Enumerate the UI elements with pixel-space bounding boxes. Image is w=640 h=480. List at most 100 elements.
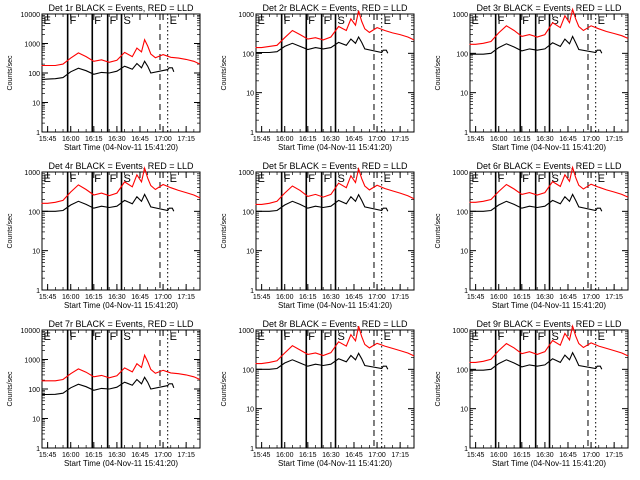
- y-tick-label: 100: [242, 367, 254, 374]
- x-tick-label: 15:45: [467, 452, 485, 459]
- y-axis-label: Counts/sec: [221, 55, 228, 91]
- x-tick-label: 16:00: [62, 136, 80, 143]
- lld-series-line: [41, 166, 201, 204]
- x-tick-label: 16:30: [322, 294, 340, 301]
- y-tick-label: 100: [456, 209, 468, 216]
- y-tick-label: 100: [28, 209, 40, 216]
- x-tick-label: 15:45: [253, 452, 271, 459]
- y-tick-label: 100: [28, 71, 40, 78]
- lld-series-line: [255, 166, 415, 205]
- x-tick-label: 16:15: [513, 294, 531, 301]
- x-tick-label: 17:15: [177, 294, 195, 301]
- x-tick-label: 15:45: [467, 294, 485, 301]
- x-tick-label: 15:45: [39, 136, 57, 143]
- x-tick-label: 16:15: [85, 452, 103, 459]
- y-tick-label: 1: [464, 288, 468, 295]
- event-marker-label: E: [384, 15, 391, 27]
- event-marker-label: S: [124, 15, 131, 27]
- event-marker-label: E: [598, 173, 605, 185]
- x-tick-label: 16:45: [345, 294, 363, 301]
- chart-panel-9: Det 9r BLACK = Events, RED = LLD Counts/s…: [435, 319, 629, 468]
- event-marker-label: F: [308, 331, 315, 343]
- lld-series-line: [41, 38, 201, 67]
- event-marker-label: E: [170, 173, 177, 185]
- event-marker-label: E: [257, 173, 264, 185]
- chart-panel-7: Det 7r BLACK = Events, RED = LLD Counts/s…: [7, 319, 201, 468]
- event-marker-label: F: [308, 15, 315, 27]
- y-tick-label: 10: [460, 249, 468, 256]
- event-marker-label: F: [70, 15, 77, 27]
- chart-panel-8: Det 8r BLACK = Events, RED = LLD Counts/s…: [221, 319, 415, 468]
- x-tick-label: 17:15: [177, 452, 195, 459]
- y-tick-label: 100: [456, 367, 468, 374]
- chart-panel-4: Det 4r BLACK = Events, RED = LLD Counts/s…: [7, 161, 201, 310]
- events-series-line: [469, 35, 603, 55]
- y-tick-label: 1: [250, 446, 254, 453]
- x-tick-label: 16:00: [490, 136, 508, 143]
- x-tick-label: 16:00: [62, 452, 80, 459]
- event-marker-label: S: [552, 331, 559, 343]
- x-tick-label: 16:00: [490, 452, 508, 459]
- x-tick-label: 16:15: [513, 452, 531, 459]
- event-marker-label: E: [598, 331, 605, 343]
- x-tick-label: 17:15: [605, 452, 623, 459]
- chart-title: Det 7r BLACK = Events, RED = LLD: [48, 319, 194, 329]
- chart-panel-3: Det 3r BLACK = Events, RED = LLD Counts/s…: [435, 3, 629, 152]
- event-marker-label: F: [284, 15, 291, 27]
- chart-title: Det 5r BLACK = Events, RED = LLD: [262, 161, 408, 171]
- event-marker-label: F: [498, 173, 505, 185]
- y-tick-label: 10: [32, 101, 40, 108]
- event-marker-label: F: [284, 331, 291, 343]
- y-axis-label: Counts/sec: [435, 371, 442, 407]
- x-tick-label: 16:15: [85, 294, 103, 301]
- lld-series-line: [469, 324, 629, 363]
- event-marker-label: S: [338, 331, 345, 343]
- x-axis-label: Start Time (04-Nov-11 15:41:20): [64, 143, 178, 152]
- event-marker-label: E: [471, 173, 478, 185]
- x-tick-label: 17:00: [368, 452, 386, 459]
- event-marker-label: F: [324, 15, 331, 27]
- x-tick-label: 17:15: [605, 136, 623, 143]
- event-marker-label: F: [538, 331, 545, 343]
- y-tick-label: 1000: [24, 42, 40, 49]
- y-axis-label: Counts/sec: [435, 213, 442, 249]
- y-tick-label: 1000: [24, 358, 40, 365]
- y-tick-label: 1000: [238, 170, 254, 177]
- x-axis-label: Start Time (04-Nov-11 15:41:20): [492, 301, 606, 310]
- x-tick-label: 17:00: [582, 294, 600, 301]
- x-axis-label: Start Time (04-Nov-11 15:41:20): [278, 301, 392, 310]
- event-marker-label: E: [170, 331, 177, 343]
- event-marker-label: E: [471, 15, 478, 27]
- event-marker-label: F: [94, 15, 101, 27]
- event-marker-label: E: [43, 173, 50, 185]
- event-marker-label: F: [522, 331, 529, 343]
- chart-title: Det 8r BLACK = Events, RED = LLD: [262, 319, 408, 329]
- x-axis-label: Start Time (04-Nov-11 15:41:20): [278, 459, 392, 468]
- x-tick-label: 16:30: [322, 452, 340, 459]
- lld-series-line: [469, 165, 629, 203]
- events-series-line: [255, 193, 389, 212]
- x-tick-label: 16:30: [536, 136, 554, 143]
- x-tick-label: 16:45: [131, 136, 149, 143]
- events-series-line: [41, 376, 175, 396]
- x-tick-label: 17:00: [368, 136, 386, 143]
- x-tick-label: 16:45: [559, 452, 577, 459]
- y-tick-label: 1: [464, 446, 468, 453]
- x-tick-label: 16:30: [108, 136, 126, 143]
- event-marker-label: S: [552, 15, 559, 27]
- y-tick-label: 1: [36, 288, 40, 295]
- event-marker-label: F: [538, 15, 545, 27]
- x-tick-label: 16:15: [299, 136, 317, 143]
- y-tick-label: 10: [246, 91, 254, 98]
- event-marker-label: F: [70, 173, 77, 185]
- event-marker-label: F: [94, 331, 101, 343]
- event-marker-label: F: [522, 15, 529, 27]
- event-marker-label: E: [384, 173, 391, 185]
- event-marker-label: S: [338, 173, 345, 185]
- y-tick-label: 100: [242, 51, 254, 58]
- event-marker-label: F: [110, 331, 117, 343]
- x-tick-label: 15:45: [253, 136, 271, 143]
- events-series-line: [255, 35, 389, 54]
- x-axis-label: Start Time (04-Nov-11 15:41:20): [64, 459, 178, 468]
- event-marker-label: S: [124, 173, 131, 185]
